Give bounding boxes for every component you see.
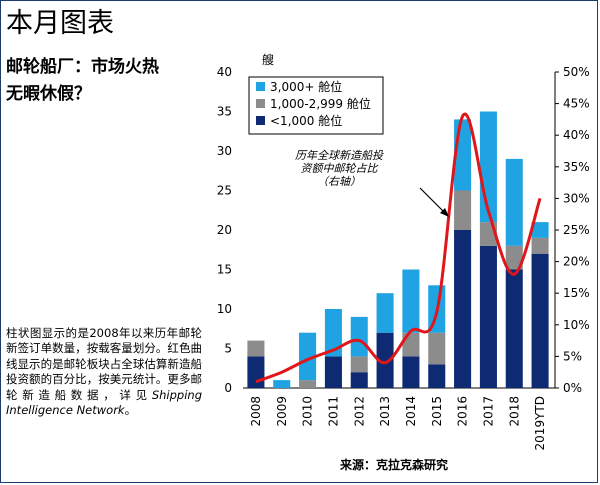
x-tick-label: 2008 — [249, 396, 263, 427]
share-line — [255, 112, 542, 384]
x-tick-label: 2018 — [507, 396, 521, 427]
x-tick-label: 2019YTD — [533, 396, 547, 450]
left-tick-label: 15 — [217, 263, 232, 277]
left-tick-label: 25 — [217, 184, 232, 198]
left-tick-label: 30 — [217, 144, 232, 158]
bar-segment-2019YTD — [531, 253, 549, 388]
legend-swatch — [256, 82, 265, 91]
right-tick-label: 35% — [563, 160, 590, 174]
legend-box — [248, 76, 384, 135]
bar-segment-2012 — [350, 356, 368, 373]
right-tick-label: 45% — [563, 97, 590, 111]
left-tick-label: 5 — [224, 342, 232, 356]
x-tick-label: 2011 — [326, 396, 340, 427]
bar-segment-2010 — [299, 380, 317, 388]
right-tick-label: 0% — [563, 381, 582, 395]
bar-segment-2017 — [479, 111, 497, 223]
bar-segment-2014 — [402, 269, 420, 333]
bar-segment-2019YTD — [531, 222, 549, 238]
bar-segment-2013 — [376, 293, 394, 333]
bar-segment-2016 — [454, 190, 472, 230]
headline: 邮轮船厂：市场火热 无暇休假？ — [6, 54, 206, 108]
legend-label: 3,000+ 舱位 — [270, 79, 342, 94]
left-axis-unit: 艘 — [262, 52, 274, 67]
bar-segment-2013 — [376, 332, 394, 388]
left-tick-label: 20 — [217, 223, 232, 237]
bar-segment-2017 — [479, 245, 497, 388]
bar-segment-2015 — [428, 364, 446, 388]
x-tick-label: 2012 — [352, 396, 366, 427]
right-tick-label: 5% — [563, 349, 582, 363]
caption-end: 。 — [124, 403, 137, 418]
right-tick-label: 10% — [563, 318, 590, 332]
left-tick-label: 35 — [217, 105, 232, 119]
bar-segment-2012 — [350, 316, 368, 357]
legend-label: 1,000-2,999 舱位 — [270, 96, 371, 111]
bar-segment-2018 — [505, 158, 523, 246]
x-tick-label: 2016 — [456, 396, 470, 427]
left-tick-label: 0 — [224, 381, 232, 395]
headline-line-2: 无暇休假？ — [6, 84, 91, 104]
x-tick-label: 2015 — [430, 396, 444, 427]
bar-segment-2012 — [350, 372, 368, 388]
bar-segment-2018 — [505, 245, 523, 270]
source-note: 来源：克拉克森研究 — [340, 458, 449, 472]
right-tick-label: 20% — [563, 255, 590, 269]
line-annotation: 资额中邮轮占比 — [301, 162, 379, 175]
annotation-arrow — [419, 187, 446, 214]
bar-segment-2019YTD — [531, 237, 549, 254]
annotation-arrowhead — [440, 208, 449, 217]
bar-segment-2014 — [402, 356, 420, 388]
x-tick-label: 2009 — [275, 396, 289, 427]
right-tick-label: 15% — [563, 286, 590, 300]
x-tick-label: 2013 — [378, 396, 392, 427]
x-tick-label: 2014 — [404, 396, 418, 427]
x-tick-label: 2010 — [301, 396, 315, 427]
bar-segment-2008 — [247, 340, 265, 357]
bar-segment-2016 — [454, 230, 472, 388]
section-title: 本月图表 — [6, 8, 114, 39]
left-tick-label: 40 — [217, 65, 232, 79]
caption: 柱状图显示的是2008年以来历年邮轮新签订单数量，按载客量划分。红色曲线显示的是… — [6, 326, 202, 418]
legend-swatch — [256, 116, 265, 125]
bar-segment-2009 — [273, 380, 291, 388]
left-tick-label: 10 — [217, 302, 232, 316]
x-tick-label: 2017 — [481, 396, 495, 427]
right-tick-label: 50% — [563, 65, 590, 79]
right-tick-label: 40% — [563, 128, 590, 142]
bar-segment-2011 — [324, 309, 342, 357]
bar-segment-2018 — [505, 269, 523, 388]
legend-swatch — [256, 99, 265, 108]
caption-text: 柱状图显示的是2008年以来历年邮轮新签订单数量，按载客量划分。红色曲线显示的是… — [6, 326, 202, 402]
caption-italic: Shipping Intelligence Network — [6, 387, 202, 418]
bar-segment-2008 — [247, 356, 265, 388]
bar-segment-2011 — [324, 356, 342, 388]
headline-line-1: 邮轮船厂：市场火热 — [6, 57, 159, 77]
bar-segment-2015 — [428, 332, 446, 365]
line-annotation: （右轴） — [317, 175, 361, 188]
right-tick-label: 30% — [563, 191, 590, 205]
line-annotation: 历年全球新造船投 — [295, 149, 384, 162]
right-tick-label: 25% — [563, 223, 590, 237]
bar-segment-2010 — [299, 332, 317, 381]
legend-label: <1,000 舱位 — [270, 113, 342, 128]
